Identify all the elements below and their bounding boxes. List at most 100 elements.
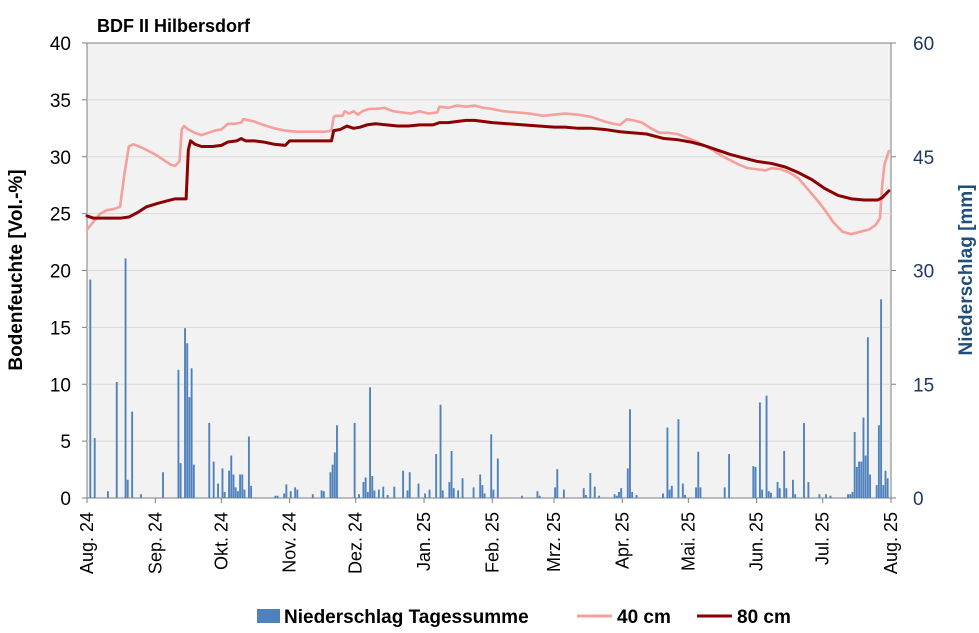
y2-axis-title: Niederschlag [mm] [956, 184, 977, 355]
precip-bar [767, 491, 770, 498]
x-tick-label: Nov. 24 [280, 512, 300, 573]
precip-bar [862, 417, 865, 498]
precip-bar [538, 495, 541, 498]
precip-bar [236, 491, 239, 498]
precip-bar [435, 454, 438, 498]
precip-bar [320, 490, 323, 498]
precip-bar [849, 494, 852, 498]
precip-bar [353, 422, 356, 498]
precip-bar [855, 466, 858, 498]
precip-bar [124, 258, 127, 498]
precip-bar [336, 425, 338, 498]
precip-bar [615, 495, 618, 498]
precip-bar [366, 491, 369, 498]
precip-bar [472, 487, 475, 498]
x-tick-label: Jul. 25 [813, 512, 833, 565]
precip-bar [333, 452, 336, 498]
precip-bar [662, 493, 664, 498]
precip-bar [402, 470, 405, 498]
chart-title: BDF II Hilbersdorf [97, 16, 251, 36]
precip-bar [593, 486, 596, 499]
y-tick-label: 40 [50, 34, 71, 55]
precip-bar [406, 490, 409, 498]
precip-bar [864, 455, 867, 498]
precip-bar [521, 495, 523, 498]
precip-bar [223, 491, 226, 498]
precip-bar [723, 487, 726, 498]
precip-bar [208, 422, 211, 498]
precip-bar [289, 491, 292, 498]
precip-bar [177, 369, 180, 498]
precip-bar [452, 488, 455, 498]
x-tick-label: Sep. 24 [145, 512, 165, 574]
precip-bar [618, 491, 620, 498]
precip-bar [681, 483, 684, 498]
x-tick-label: Aug. 25 [881, 512, 901, 574]
precip-bar [880, 299, 883, 498]
precip-bar [728, 454, 731, 498]
precip-bar [882, 485, 885, 498]
precip-bar [243, 489, 246, 498]
precip-bar [761, 489, 764, 498]
precip-bar [582, 488, 585, 498]
precip-bar [684, 494, 686, 498]
precip-bar [424, 493, 427, 498]
x-tick-label: Jun. 25 [747, 512, 767, 571]
x-tick-label: Feb. 25 [482, 512, 502, 573]
precip-bar [613, 494, 616, 498]
precip-bar [232, 474, 235, 498]
precip-bar [496, 458, 499, 498]
precip-bar [450, 450, 453, 498]
precip-bar [851, 491, 854, 498]
x-tick-label: Mrz. 25 [544, 512, 564, 572]
precip-bar [296, 489, 299, 498]
y2-tick-label: 30 [913, 262, 934, 283]
precip-bar [93, 438, 96, 498]
precip-bar [221, 468, 224, 498]
precip-bar [670, 485, 673, 498]
precip-bar [461, 478, 464, 498]
precip-bar [382, 486, 385, 499]
precip-bar [759, 402, 761, 498]
precip-bar [875, 485, 878, 498]
x-tick-label: Okt. 24 [211, 512, 231, 570]
precip-bar [866, 337, 869, 498]
x-tick-label: Dez. 24 [346, 512, 366, 574]
precip-bar [179, 463, 182, 498]
precip-bar [668, 489, 671, 498]
precip-bar [285, 484, 288, 498]
precip-bar [620, 488, 623, 498]
precip-bar [492, 489, 495, 498]
precip-bar [754, 466, 757, 498]
precip-bar [362, 482, 365, 498]
precip-bar [417, 483, 420, 498]
precip-bar [869, 474, 872, 498]
precip-bar [884, 470, 887, 498]
precip-bar [886, 478, 889, 498]
precip-bar [192, 464, 195, 498]
precip-bar [562, 489, 565, 498]
precip-bar [393, 486, 396, 499]
precip-bar [106, 491, 109, 498]
y-tick-label: 25 [50, 205, 71, 226]
y-axis-title: Bodenfeuchte [Vol.-%] [6, 169, 27, 370]
precip-bar [697, 451, 700, 498]
x-tick-label: Aug. 24 [77, 512, 97, 574]
y2-tick-label: 15 [913, 375, 934, 396]
precip-bar [276, 495, 279, 498]
y-tick-label: 5 [60, 432, 71, 453]
precip-bar [212, 461, 215, 498]
x-tick-label: Apr. 25 [612, 512, 632, 569]
precip-bar [803, 422, 805, 498]
y-tick-label: 35 [50, 91, 71, 112]
precip-bar [311, 494, 314, 498]
precip-bar [188, 397, 191, 498]
precip-bar [448, 482, 451, 498]
precip-bar [186, 343, 189, 498]
precip-bar [792, 479, 794, 498]
precip-bar [776, 482, 779, 498]
precip-bar [428, 489, 431, 498]
precip-bar [860, 461, 863, 498]
